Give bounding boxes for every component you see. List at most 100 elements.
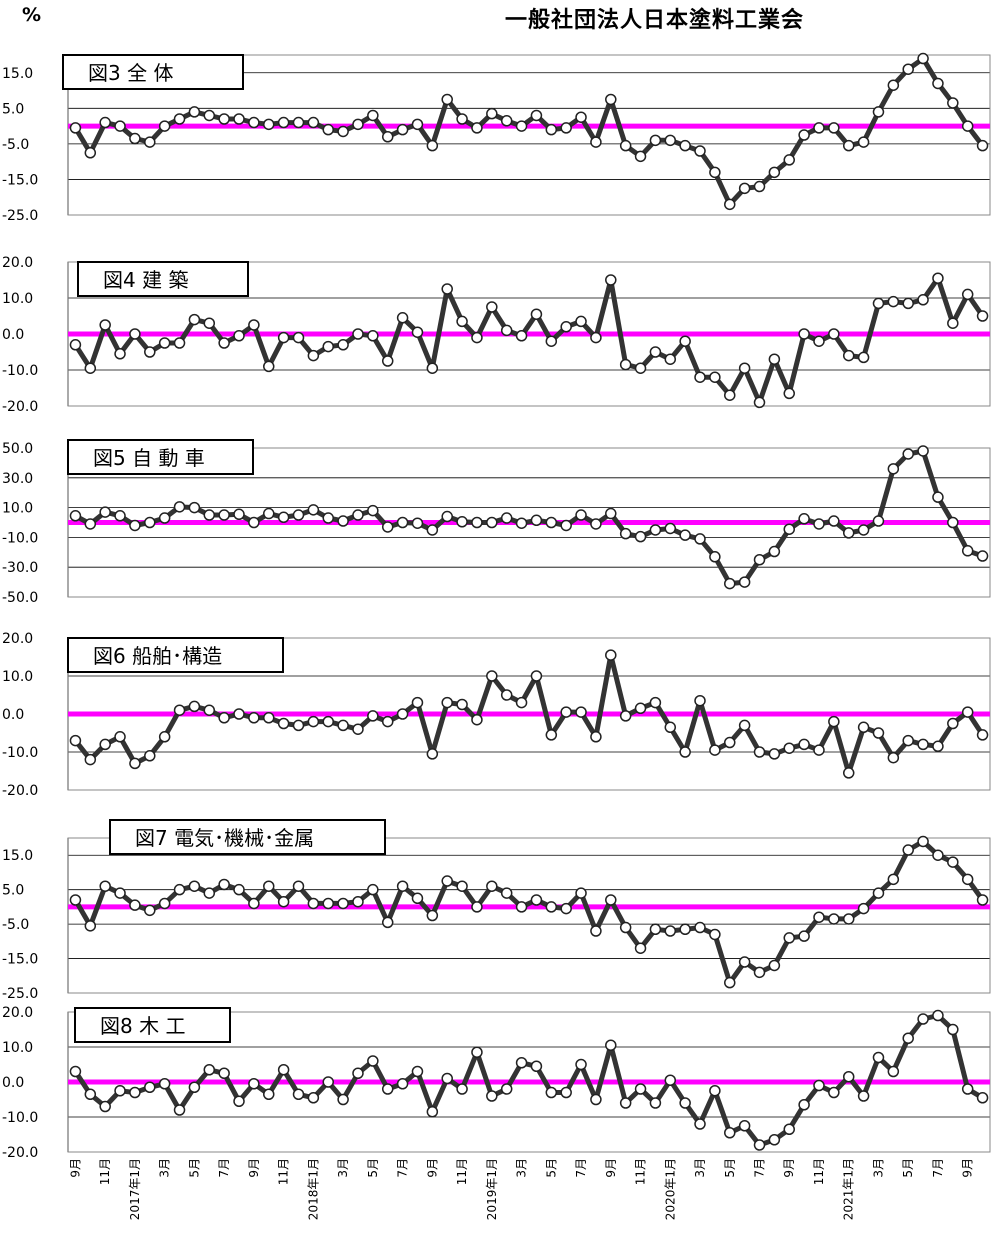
data-point [560, 321, 572, 333]
y-tick-label: 20.0 [2, 631, 33, 647]
data-point [173, 113, 186, 125]
data-point [902, 297, 914, 310]
data-point [575, 509, 587, 521]
y-tick-label: -20.0 [2, 783, 38, 799]
data-point [828, 122, 840, 134]
series-line [73, 838, 985, 986]
data-point [857, 524, 870, 536]
data-point [426, 748, 439, 760]
data-point [575, 706, 587, 718]
data-point [515, 517, 528, 529]
data-point [322, 340, 334, 353]
data-point [545, 901, 558, 913]
data-point [114, 731, 126, 743]
data-point [887, 463, 900, 475]
data-point [961, 1083, 974, 1095]
data-point [947, 317, 959, 329]
data-point [842, 139, 855, 152]
data-point [887, 79, 900, 91]
x-tick-label: 3月 [693, 1158, 707, 1178]
data-point [307, 897, 320, 910]
y-tick-label: -10.0 [2, 530, 38, 546]
data-point [99, 1100, 111, 1113]
data-point [560, 1086, 572, 1099]
data-point [902, 448, 914, 460]
data-point [322, 715, 334, 728]
data-point [411, 892, 424, 905]
data-point [649, 134, 662, 147]
y-tick-label: 15.0 [2, 848, 33, 864]
data-point [902, 63, 914, 75]
data-point [590, 731, 602, 743]
data-point [738, 362, 751, 374]
data-point [724, 1127, 736, 1139]
data-point [813, 744, 825, 756]
data-point [69, 894, 82, 906]
data-point [248, 897, 260, 910]
data-point [619, 710, 632, 722]
data-point [500, 689, 513, 701]
data-point [976, 139, 989, 152]
data-point [634, 362, 647, 374]
data-point [679, 746, 691, 758]
x-tick-label: 2021年1月 [842, 1158, 856, 1220]
data-point [857, 136, 870, 148]
data-point [263, 1088, 275, 1100]
data-point [456, 315, 468, 328]
data-point [575, 1058, 587, 1071]
data-point [188, 501, 201, 514]
data-point [768, 353, 781, 365]
y-tick-label: -20.0 [2, 399, 38, 415]
x-tick-label: 5月 [544, 1158, 558, 1178]
data-point [396, 880, 409, 892]
y-tick-label: 10.0 [2, 291, 33, 307]
data-point [441, 93, 453, 106]
y-tick-label: -10.0 [2, 745, 38, 761]
data-point [129, 1086, 141, 1099]
data-point [649, 524, 662, 536]
data-point [932, 1009, 944, 1022]
data-point [218, 712, 230, 724]
data-point [263, 507, 275, 520]
data-point [352, 723, 364, 735]
data-point [679, 335, 691, 347]
data-point [813, 911, 825, 923]
data-point [188, 106, 201, 118]
x-tick-label: 9月 [782, 1158, 796, 1178]
data-point [515, 120, 528, 132]
chart-title-box [62, 54, 244, 90]
data-point [530, 894, 543, 906]
data-point [560, 519, 572, 532]
data-point [932, 77, 944, 90]
x-tick-label: 11月 [455, 1158, 469, 1185]
data-point [203, 704, 216, 716]
data-point [486, 107, 498, 120]
chart-panel-5: 50.0 30.0 10.0 -10.0 -30.0 -50.0 図5 自 動 車 [2, 439, 991, 606]
data-point [471, 122, 483, 134]
data-point [188, 1081, 201, 1093]
data-point [515, 330, 528, 342]
data-point [724, 736, 736, 749]
data-point [575, 111, 587, 123]
y-tick-label: 5.0 [2, 101, 24, 117]
data-point [367, 109, 379, 122]
data-point [69, 1065, 82, 1078]
unit-label: % [22, 4, 42, 26]
data-point [129, 328, 141, 340]
data-point [248, 516, 260, 529]
data-point [857, 902, 870, 915]
data-point [233, 113, 245, 125]
data-point [590, 518, 602, 530]
data-point [129, 899, 141, 911]
y-tick-label: 15.0 [2, 66, 33, 82]
data-point [753, 746, 766, 758]
data-point [500, 512, 513, 524]
data-point [158, 897, 171, 910]
data-point [441, 875, 453, 887]
y-tick-label: -5.0 [2, 917, 29, 933]
data-point [114, 348, 126, 360]
data-point [738, 719, 751, 732]
data-point [828, 328, 840, 340]
data-point [724, 198, 736, 211]
